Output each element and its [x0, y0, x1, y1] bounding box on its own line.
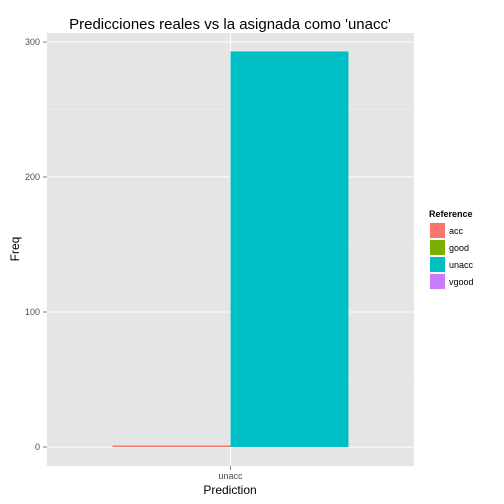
y-tick-label: 300: [25, 37, 40, 47]
legend-key-acc: [430, 223, 445, 238]
y-tick-label: 100: [25, 307, 40, 317]
x-tick-label: unacc: [218, 471, 243, 481]
y-tick-label: 200: [25, 172, 40, 182]
legend-title: Reference: [429, 209, 473, 219]
legend-key-good: [430, 240, 445, 255]
legend-label: vgood: [449, 277, 474, 287]
bar-unacc: [230, 51, 349, 447]
bar-acc: [112, 445, 231, 447]
y-axis-title: Freq: [8, 237, 22, 262]
bars: [112, 51, 349, 447]
y-axis: 0 100 200 300: [25, 37, 47, 452]
legend: Reference acc good unacc vgood: [428, 209, 474, 291]
y-tick-label: 0: [35, 442, 40, 452]
legend-key-vgood: [430, 274, 445, 289]
legend-label: acc: [449, 226, 464, 236]
legend-key-unacc: [430, 257, 445, 272]
legend-label: unacc: [449, 260, 474, 270]
x-axis-title: Prediction: [203, 483, 256, 497]
chart-title: Predicciones reales vs la asignada como …: [69, 16, 391, 33]
x-axis: unacc: [218, 466, 243, 481]
legend-label: good: [449, 243, 469, 253]
